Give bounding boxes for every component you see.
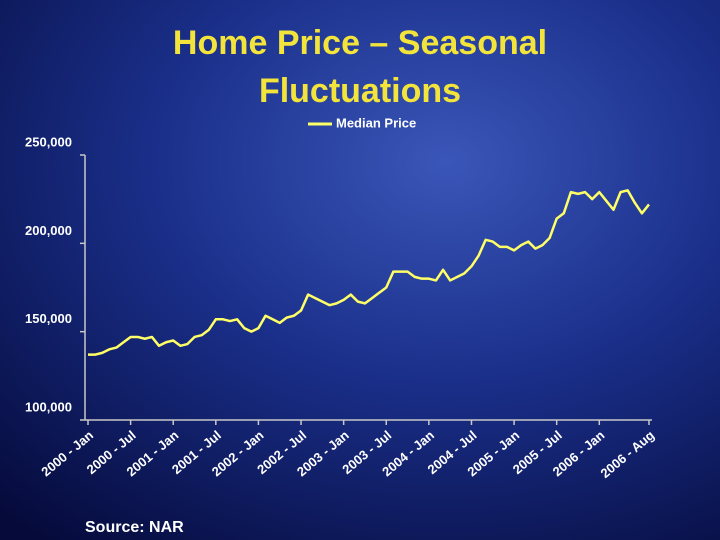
y-tick-label: 150,000: [25, 311, 72, 326]
source: Source: NAR: [85, 519, 184, 536]
y-tick-label: 250,000: [25, 134, 72, 149]
y-tick-label: 100,000: [25, 399, 72, 414]
y-tick-label: 200,000: [25, 223, 72, 238]
title-line: Fluctuations: [259, 72, 461, 110]
price-line: [88, 189, 650, 356]
legend-label: Median Price: [336, 115, 416, 130]
title-line: Home Price – Seasonal: [173, 24, 547, 62]
